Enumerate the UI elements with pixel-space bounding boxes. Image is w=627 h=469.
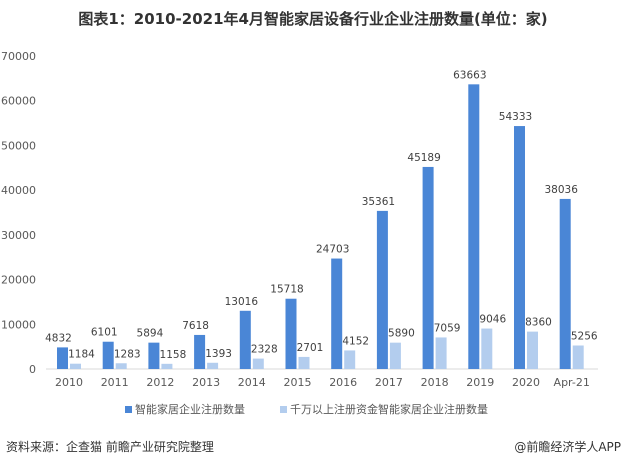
bar-total — [57, 347, 68, 369]
x-tick-label: 2014 — [238, 376, 266, 389]
bar-high-capital — [344, 350, 356, 369]
data-label: 7618 — [182, 320, 209, 332]
source-note: 资料来源：企查猫 前瞻产业研究院整理 — [6, 439, 214, 454]
bar-total — [194, 334, 206, 369]
y-tick-label: 10000 — [1, 318, 36, 331]
data-label: 13016 — [225, 296, 259, 308]
chart-title: 图表1：2010-2021年4月智能家居设备行业企业注册数量(单位：家) — [78, 10, 547, 28]
bar-total — [468, 84, 480, 369]
bar-total — [514, 126, 525, 370]
data-label: 15718 — [270, 284, 303, 296]
bar-high-capital — [481, 328, 493, 369]
legend: 智能家居企业注册数量 千万以上注册资金智能家居企业注册数量 — [125, 402, 488, 416]
data-label: 1158 — [160, 349, 187, 361]
bar-high-capital — [435, 337, 447, 369]
x-tick-label: 2017 — [375, 376, 403, 389]
x-tick-label: 2011 — [101, 376, 129, 389]
data-label: 2701 — [297, 342, 324, 354]
bar-high-capital — [389, 342, 401, 369]
data-label: 4152 — [342, 335, 369, 347]
data-label: 7059 — [434, 322, 461, 334]
data-label: 1184 — [68, 349, 95, 361]
data-label: 1393 — [205, 348, 232, 360]
data-label: 2328 — [251, 344, 278, 356]
data-label: 54333 — [499, 111, 532, 123]
y-tick-label: 20000 — [1, 274, 36, 287]
bar-total — [559, 198, 571, 369]
bar-total — [331, 258, 343, 369]
bar-high-capital — [527, 331, 538, 369]
legend-label-1: 千万以上注册资金智能家居企业注册数量 — [290, 402, 488, 416]
bar-high-capital — [298, 356, 310, 369]
bar-high-capital — [252, 358, 264, 369]
data-label: 45189 — [407, 152, 440, 164]
data-label: 38036 — [544, 184, 578, 196]
data-label: 4832 — [45, 332, 72, 344]
credit-note: @前瞻经济学人APP — [514, 439, 621, 454]
x-tick-label: 2013 — [192, 376, 220, 389]
data-label: 5890 — [388, 328, 415, 340]
bar-high-capital — [70, 363, 81, 369]
bar-total — [376, 210, 388, 369]
bar-high-capital — [207, 362, 219, 369]
y-tick-label: 0 — [29, 363, 36, 376]
data-label: 63663 — [453, 69, 486, 81]
x-tick-label: 2012 — [146, 376, 174, 389]
data-label: 24703 — [316, 244, 349, 256]
data-label: 35361 — [362, 196, 395, 208]
data-label: 5256 — [571, 330, 598, 342]
data-label: 6101 — [91, 327, 118, 339]
bar-total — [148, 342, 160, 369]
y-tick-label: 40000 — [1, 184, 36, 197]
x-tick-label: 2018 — [421, 376, 449, 389]
data-label: 1283 — [114, 348, 141, 360]
legend-swatch-0 — [125, 406, 132, 413]
x-tick-label: 2016 — [329, 376, 357, 389]
data-label: 9046 — [479, 314, 506, 326]
bar-total — [285, 298, 297, 369]
y-tick-label: 70000 — [1, 50, 36, 63]
x-tick-label: 2010 — [55, 376, 83, 389]
legend-label-0: 智能家居企业注册数量 — [135, 402, 245, 416]
bar-total — [239, 310, 251, 369]
y-tick-label: 30000 — [1, 229, 36, 242]
bar-high-capital — [115, 363, 127, 369]
x-tick-label: 2019 — [466, 376, 494, 389]
y-tick-label: 50000 — [1, 139, 36, 152]
data-label: 5894 — [137, 328, 164, 340]
bar-total — [102, 341, 114, 369]
bar-high-capital — [572, 345, 584, 369]
y-tick-label: 60000 — [1, 95, 36, 108]
x-tick-label: 2020 — [512, 376, 540, 389]
x-tick-label: 2015 — [284, 376, 312, 389]
data-label: 8360 — [525, 317, 552, 329]
bar-high-capital — [161, 363, 173, 369]
bar-total — [422, 166, 434, 369]
legend-swatch-1 — [280, 406, 287, 413]
x-tick-label: Apr-21 — [554, 376, 590, 389]
